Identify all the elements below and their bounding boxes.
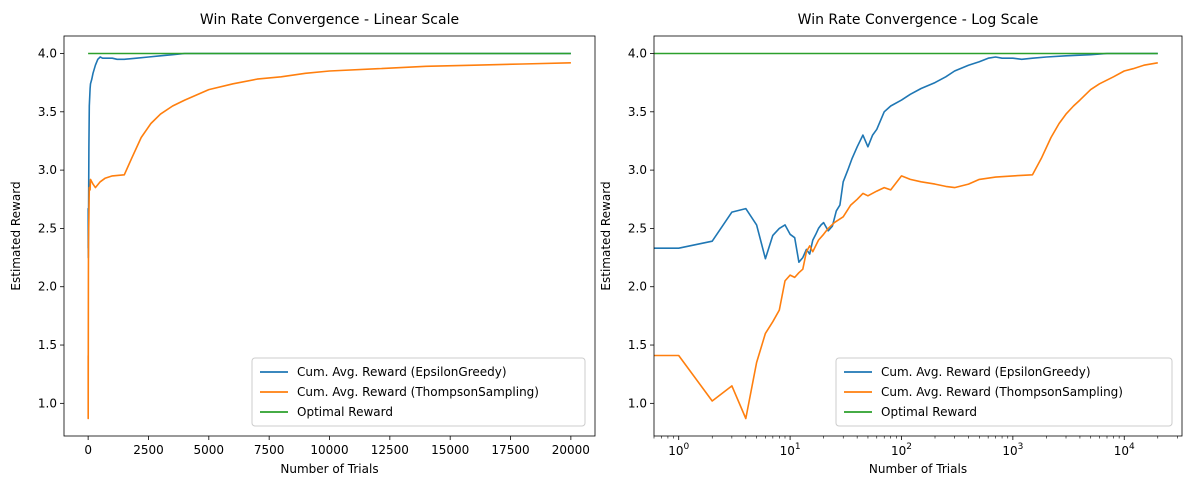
x-tick-base: 10 bbox=[780, 444, 795, 458]
x-tick-label: 2500 bbox=[133, 443, 164, 457]
y-tick-label: 2.5 bbox=[38, 221, 57, 235]
x-tick-label: 20000 bbox=[552, 443, 590, 457]
x-tick-label: 10000 bbox=[310, 443, 348, 457]
x-tick-label: 104 bbox=[1114, 442, 1135, 458]
x-tick-exponent: 0 bbox=[683, 442, 689, 452]
legend-thompson-sampling: Cum. Avg. Reward (ThompsonSampling) bbox=[297, 385, 539, 399]
y-tick-label: 2.0 bbox=[38, 280, 57, 294]
legend-box bbox=[251, 357, 586, 427]
x-tick-label: 103 bbox=[1002, 442, 1023, 458]
x-tick-label: 102 bbox=[891, 442, 912, 458]
chart-title: Win Rate Convergence - Linear Scale bbox=[200, 12, 459, 28]
x-tick-base: 10 bbox=[1114, 444, 1129, 458]
line-epsilon-greedy bbox=[654, 52, 1158, 264]
line-thompson-sampling bbox=[654, 62, 1158, 420]
series-lines bbox=[87, 52, 571, 420]
series-lines bbox=[654, 52, 1158, 420]
y-tick-label: 3.0 bbox=[38, 163, 57, 177]
line-epsilon-greedy bbox=[87, 52, 571, 259]
y-tick-label: 1.5 bbox=[628, 338, 647, 352]
x-tick-label: 101 bbox=[780, 442, 801, 458]
legend-epsilon-greedy: Cum. Avg. Reward (EpsilonGreedy) bbox=[297, 365, 507, 379]
x-tick-label: 7500 bbox=[254, 443, 285, 457]
x-tick-base: 10 bbox=[668, 444, 683, 458]
x-tick-label: 17500 bbox=[491, 443, 529, 457]
x-tick-exponent: 3 bbox=[1018, 442, 1024, 452]
x-tick-label: 12500 bbox=[371, 443, 409, 457]
legend-optimal-reward: Optimal Reward bbox=[297, 405, 393, 419]
y-tick-label: 2.0 bbox=[628, 280, 647, 294]
x-tick-exponent: 4 bbox=[1129, 442, 1135, 452]
chart-linear-scale: Win Rate Convergence - Linear Scale 1.0 1.… bbox=[9, 12, 596, 476]
x-tick-label: 100 bbox=[668, 442, 689, 458]
y-tick-label: 1.0 bbox=[628, 396, 647, 410]
chart-log-scale: Win Rate Convergence - Log Scale 1.0 1.5 2.… bbox=[599, 12, 1183, 476]
y-tick-label: 4.0 bbox=[38, 46, 57, 60]
x-tick-exponent: 2 bbox=[906, 442, 912, 452]
legend: Cum. Avg. Reward (EpsilonGreedy) Cum. Avg… bbox=[251, 357, 586, 427]
y-tick-label: 2.5 bbox=[628, 221, 647, 235]
legend-optimal-reward: Optimal Reward bbox=[881, 405, 977, 419]
plot-frame bbox=[653, 35, 1183, 437]
y-tick-label: 1.0 bbox=[38, 396, 57, 410]
chart-title: Win Rate Convergence - Log Scale bbox=[798, 12, 1039, 28]
x-tick-label: 15000 bbox=[431, 443, 469, 457]
y-axis-label: Estimated Reward bbox=[599, 181, 613, 290]
x-tick-base: 10 bbox=[1002, 444, 1017, 458]
legend-box bbox=[835, 357, 1173, 427]
y-tick-label: 3.5 bbox=[38, 105, 57, 119]
x-axis-label: Number of Trials bbox=[869, 462, 967, 476]
x-axis-label: Number of Trials bbox=[280, 462, 378, 476]
x-tick-label: 0 bbox=[84, 443, 92, 457]
y-tick-label: 4.0 bbox=[628, 46, 647, 60]
y-tick-label: 3.5 bbox=[628, 105, 647, 119]
legend-epsilon-greedy: Cum. Avg. Reward (EpsilonGreedy) bbox=[881, 365, 1091, 379]
x-tick-base: 10 bbox=[891, 444, 906, 458]
x-tick-exponent: 1 bbox=[795, 442, 801, 452]
line-thompson-sampling bbox=[87, 62, 571, 420]
y-tick-label: 3.0 bbox=[628, 163, 647, 177]
legend: Cum. Avg. Reward (EpsilonGreedy) Cum. Avg… bbox=[835, 357, 1173, 427]
y-tick-label: 1.5 bbox=[38, 338, 57, 352]
legend-thompson-sampling: Cum. Avg. Reward (ThompsonSampling) bbox=[881, 385, 1123, 399]
x-tick-label: 5000 bbox=[194, 443, 225, 457]
y-axis-label: Estimated Reward bbox=[9, 181, 23, 290]
